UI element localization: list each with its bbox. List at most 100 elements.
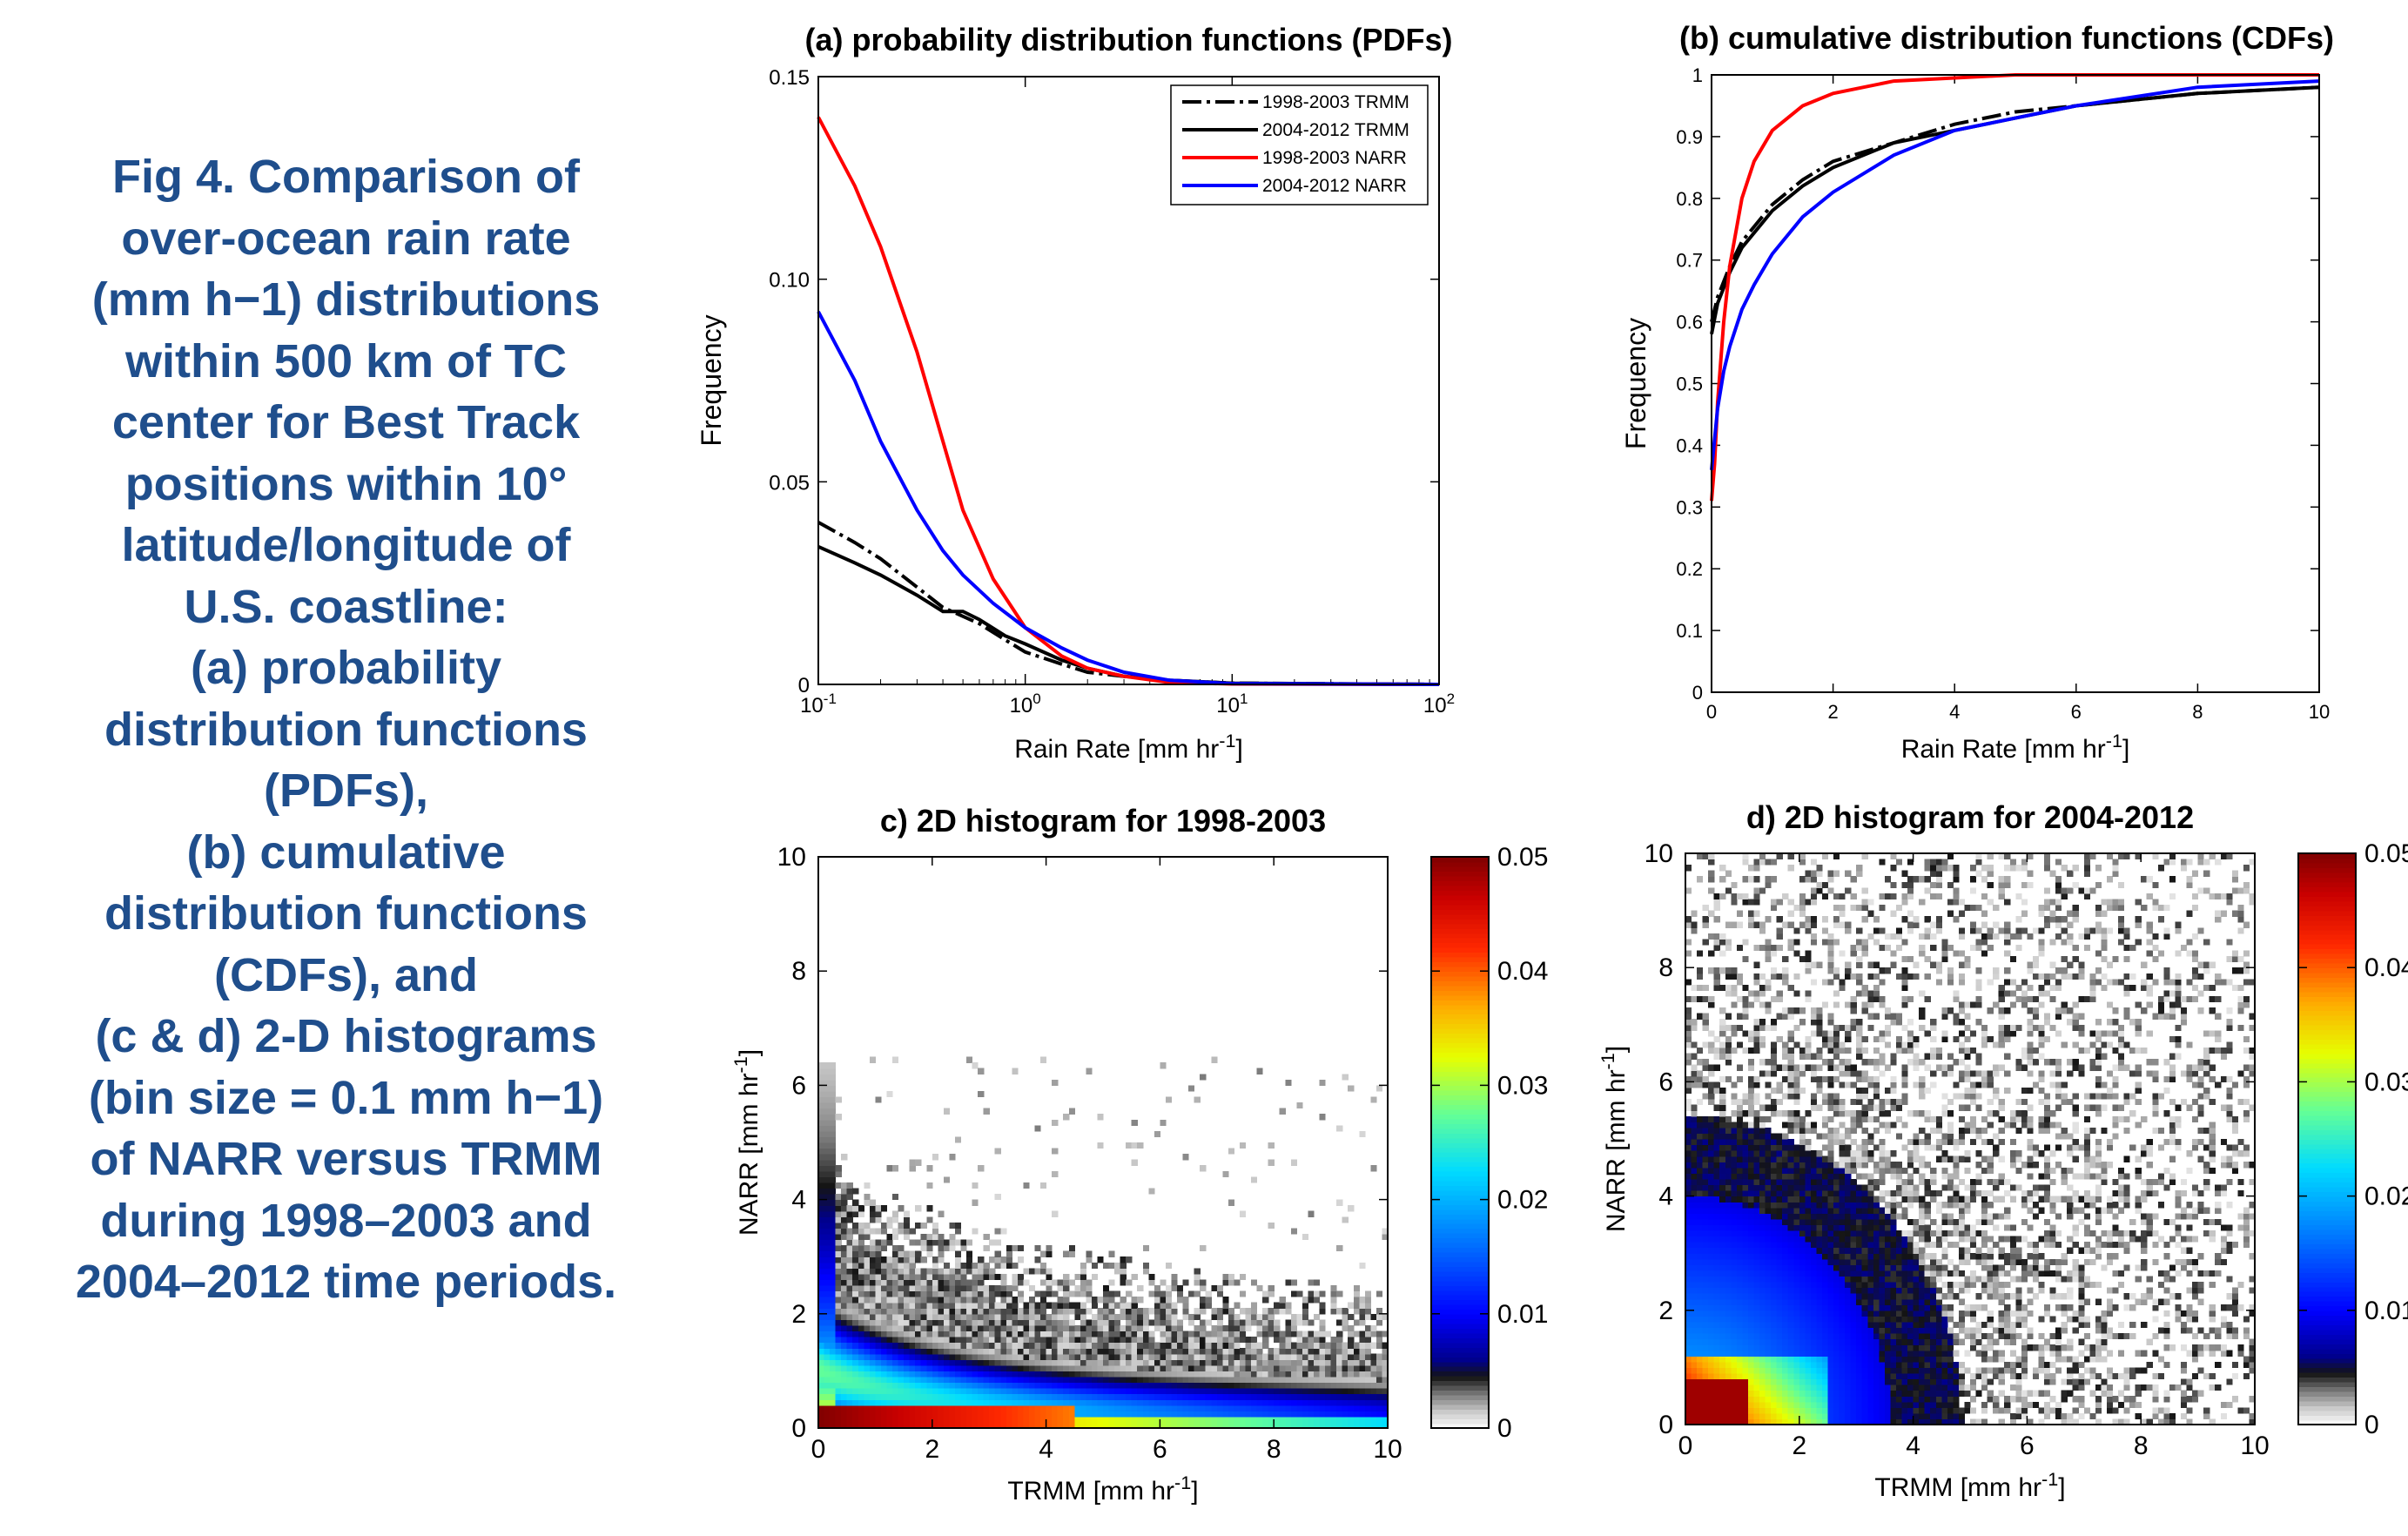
histogram-cell xyxy=(1685,979,1692,986)
histogram-cell xyxy=(1702,1041,1709,1048)
histogram-cell xyxy=(1702,984,1709,992)
histogram-cell xyxy=(1742,1396,1749,1403)
histogram-cell xyxy=(1194,1376,1201,1384)
histogram-cell xyxy=(1028,1371,1036,1378)
histogram-cell xyxy=(1200,1297,1207,1304)
histogram-cell xyxy=(1697,1115,1704,1122)
histogram-cell xyxy=(1793,1321,1800,1329)
colorbar-segment xyxy=(1431,1313,1489,1320)
histogram-cell xyxy=(869,1364,876,1371)
histogram-cell xyxy=(1759,1155,1766,1162)
histogram-cell xyxy=(1725,887,1732,894)
histogram-cell xyxy=(858,1411,864,1418)
histogram-cell xyxy=(994,1290,1001,1297)
histogram-cell xyxy=(1313,1353,1321,1360)
histogram-cell xyxy=(1012,1376,1019,1384)
histogram-cell xyxy=(1222,1411,1229,1418)
histogram-cell xyxy=(1799,1384,1806,1391)
histogram-cell xyxy=(1091,1422,1099,1429)
histogram-cell xyxy=(1245,1342,1252,1349)
histogram-cell xyxy=(1290,1388,1297,1395)
histogram-cell xyxy=(1742,1030,1749,1037)
histogram-cell xyxy=(1319,1359,1326,1366)
histogram-cell xyxy=(835,1290,842,1297)
histogram-cell xyxy=(1810,1075,1818,1082)
histogram-cell xyxy=(1370,1399,1377,1406)
histogram-cell xyxy=(1697,1144,1704,1151)
histogram-cell xyxy=(909,1348,916,1355)
histogram-cell xyxy=(1274,1399,1281,1406)
histogram-cell xyxy=(818,1079,825,1086)
histogram-cell xyxy=(1171,1416,1178,1424)
histogram-cell xyxy=(1742,1007,1749,1014)
histogram-cell xyxy=(1776,1356,1783,1363)
histogram-cell xyxy=(1742,1372,1749,1380)
histogram-cell xyxy=(1771,899,1778,906)
histogram-cell xyxy=(1810,876,1818,883)
histogram-cell xyxy=(1753,1144,1760,1151)
histogram-cell xyxy=(1353,1416,1360,1424)
histogram-cell xyxy=(1787,1035,1794,1043)
histogram-cell xyxy=(1713,1304,1720,1311)
histogram-cell xyxy=(932,1371,938,1378)
histogram-cell xyxy=(818,1085,825,1092)
histogram-cell xyxy=(824,1416,831,1424)
histogram-cell xyxy=(1330,1399,1337,1406)
histogram-cell xyxy=(1827,1401,1834,1408)
histogram-cell xyxy=(1771,1064,1778,1071)
histogram-cell xyxy=(886,1279,893,1286)
histogram-cell xyxy=(1816,1258,1823,1265)
histogram-cell xyxy=(1228,1331,1235,1337)
histogram-cell xyxy=(1353,1371,1360,1378)
histogram-cell xyxy=(1268,1405,1275,1411)
histogram-cell xyxy=(1697,1344,1704,1351)
histogram-cell xyxy=(1120,1273,1127,1281)
histogram-cell xyxy=(841,1348,848,1355)
histogram-cell xyxy=(852,1422,859,1429)
y-tick-label: 4 xyxy=(791,1186,806,1215)
histogram-cell xyxy=(835,1422,842,1429)
histogram-cell xyxy=(1040,1411,1047,1418)
histogram-cell xyxy=(1000,1273,1007,1281)
histogram-cell xyxy=(1308,1376,1315,1384)
histogram-cell xyxy=(1274,1302,1281,1309)
histogram-cell xyxy=(926,1376,933,1384)
histogram-cell xyxy=(1268,1422,1275,1429)
histogram-cell xyxy=(1821,1356,1829,1363)
histogram-cell xyxy=(1228,1342,1235,1349)
histogram-cell xyxy=(1759,944,1766,952)
histogram-cell xyxy=(1086,1297,1093,1304)
histogram-cell xyxy=(1765,1184,1772,1191)
histogram-cell xyxy=(1290,1342,1297,1349)
histogram-cell xyxy=(1736,1338,1743,1345)
histogram-cell xyxy=(886,1239,893,1246)
histogram-cell xyxy=(926,1205,933,1212)
histogram-cell xyxy=(1736,1110,1743,1117)
histogram-cell xyxy=(1685,1087,1692,1095)
histogram-cell xyxy=(1719,1087,1726,1095)
histogram-cell xyxy=(1736,921,1743,928)
histogram-cell xyxy=(1685,1081,1692,1088)
histogram-cell xyxy=(1239,1422,1247,1429)
histogram-cell xyxy=(1765,1304,1772,1311)
histogram-cell xyxy=(1126,1348,1133,1355)
histogram-cell xyxy=(1719,1236,1726,1243)
histogram-cell xyxy=(1787,1367,1794,1374)
histogram-cell xyxy=(1697,1184,1704,1191)
histogram-cell xyxy=(1359,1130,1366,1138)
histogram-cell xyxy=(920,1279,927,1286)
histogram-cell xyxy=(1776,1064,1783,1071)
histogram-cell xyxy=(830,1285,837,1292)
histogram-cell xyxy=(1731,1213,1738,1220)
x-tick-label: 8 xyxy=(2192,701,2203,723)
histogram-cell xyxy=(898,1228,905,1235)
histogram-cell xyxy=(1313,1376,1321,1384)
histogram-cell xyxy=(909,1376,916,1384)
histogram-cell xyxy=(1793,1401,1800,1408)
histogram-cell xyxy=(1074,1308,1081,1315)
histogram-cell xyxy=(1742,1321,1749,1329)
histogram-cell xyxy=(1348,1376,1355,1384)
histogram-cell xyxy=(1302,1393,1309,1400)
histogram-cell xyxy=(1747,1190,1755,1197)
histogram-cell xyxy=(1719,1407,1726,1414)
